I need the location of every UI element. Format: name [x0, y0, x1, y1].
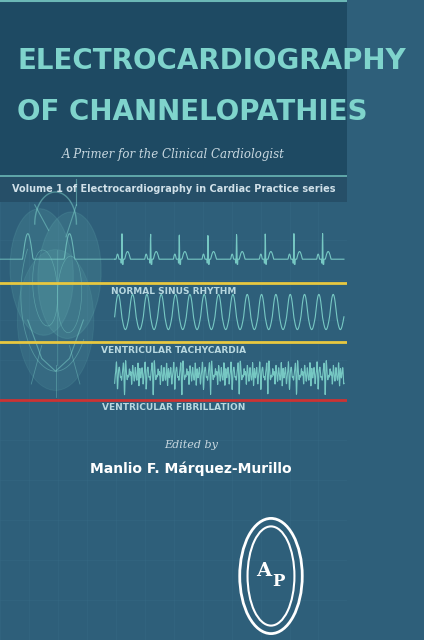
Text: VENTRICULAR TACHYCARDIA: VENTRICULAR TACHYCARDIA — [101, 346, 246, 355]
Ellipse shape — [38, 212, 101, 339]
Ellipse shape — [17, 250, 94, 390]
Text: VENTRICULAR FIBRILLATION: VENTRICULAR FIBRILLATION — [102, 403, 245, 412]
Text: NORMAL SINUS RHYTHM: NORMAL SINUS RHYTHM — [111, 287, 237, 296]
Text: Manlio F. Márquez-Murillo: Manlio F. Márquez-Murillo — [90, 461, 292, 476]
Text: Volume 1 of Electrocardiography in Cardiac Practice series: Volume 1 of Electrocardiography in Cardi… — [12, 184, 335, 195]
Text: P: P — [273, 573, 285, 589]
Text: OF CHANNELOPATHIES: OF CHANNELOPATHIES — [17, 98, 368, 126]
Text: ELECTROCARDIOGRAPHY: ELECTROCARDIOGRAPHY — [17, 47, 406, 75]
Bar — [0, 0, 347, 192]
Ellipse shape — [10, 209, 73, 335]
Bar — [0, 177, 347, 202]
Text: Edited by: Edited by — [164, 440, 218, 450]
Text: A: A — [256, 562, 271, 580]
Text: A Primer for the Clinical Cardiologist: A Primer for the Clinical Cardiologist — [62, 148, 285, 161]
